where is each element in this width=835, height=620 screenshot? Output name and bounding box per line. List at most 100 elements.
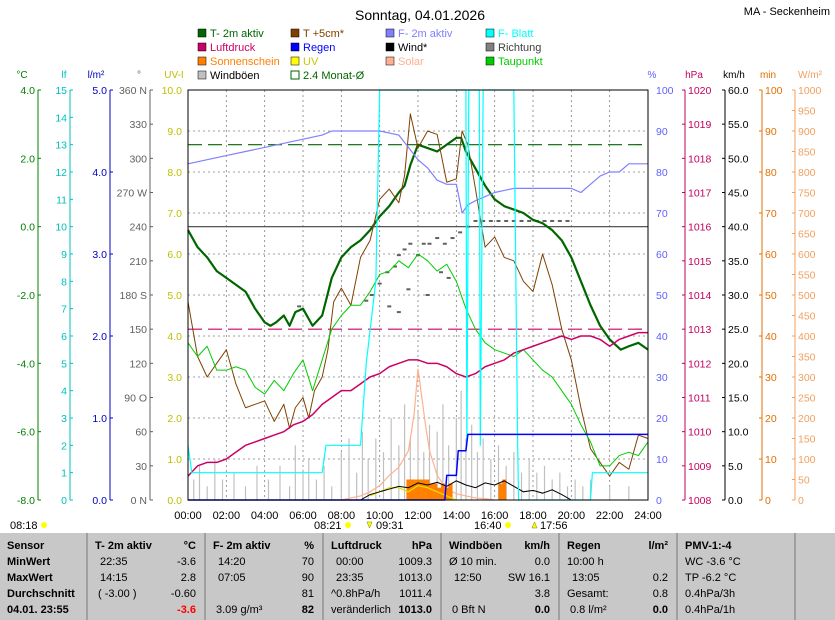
x-tick-label: 18:00 [519,510,547,522]
legend-swatch [290,28,300,38]
legend-swatch [385,56,395,66]
axis-tick-label-wind: 20.0 [728,358,749,370]
axes: °C4.02.00.0-2.0-4.0-6.0-8.0lf15141312111… [16,70,822,507]
axis-tick-label-rain: 1.0 [92,413,107,425]
summary-col-sensor: Sensor MinWert MaxWert Durchschnitt 04.0… [0,533,88,620]
axis-tick-label-wind: 40.0 [728,222,749,234]
x-tick-label: 02:00 [213,510,241,522]
axis-tick-label-solar: 750 [798,188,816,200]
axis-tick-label-solar: 400 [798,331,816,343]
axis-tick-label-press: 1012 [688,358,712,370]
sunset-arrow-icon [531,521,538,529]
sunrise-sun-icon [345,522,351,528]
direction-dot [393,265,397,268]
axis-tick-label-rain: 0.0 [92,495,107,507]
direction-dot [527,219,532,222]
summary-col-temp: T- 2m aktiv °C 22:35 -3.6 14:15 2.8 ( -3.00… [88,533,206,620]
temp-max-time: 14:15 [100,572,128,584]
legend-label: Luftdruck [210,42,256,54]
axis-tick-label-temp: 4.0 [20,85,35,97]
legend-label: T- 2m aktiv [210,28,264,40]
axis-tick-label-uv: 3.0 [167,372,182,384]
hum-header: F- 2m aktiv [213,540,271,552]
direction-dot [519,219,524,222]
x-tick-label: 10:00 [366,510,394,522]
axis-tick-label-temp: -8.0 [17,495,35,507]
sensor-minwert: MinWert [7,556,51,568]
axis-tick-label-leaf: 9 [61,249,67,261]
sunshine-bar [417,479,422,500]
legend-label: Regen [303,42,335,54]
legend-label: UV [303,56,319,68]
axis-tick-label-hum: 30 [656,372,668,384]
legend-swatch [197,56,207,66]
axis-tick-label-dir: 300 [129,153,147,165]
axis-tick-label-dir: 180 S [120,290,147,302]
axis-tick-label-solar: 700 [798,208,816,220]
axis-tick-label-press: 1014 [688,290,712,302]
axis-unit-sun: min [760,70,776,81]
direction-dot [504,219,509,222]
sunshine-bar [433,483,438,500]
axis-tick-label-sun: 50 [765,290,777,302]
axis-tick-label-temp: -6.0 [17,427,35,439]
axis-tick-label-dir: 240 [129,222,147,234]
legend-label: Taupunkt [498,56,543,68]
direction-dot [406,288,411,291]
axis-tick-label-uv: 2.0 [167,413,182,425]
rain-current-label: 0.8 l/m² [570,604,607,616]
rain-unit: l/m² [648,540,668,552]
direction-dot [488,219,493,222]
direction-dot [511,219,516,222]
summary-col-pmv: PMV-1:-4 WC -3.6 °C TP -6.2 °C 0.4hPa/3h… [678,533,796,620]
direction-dot [542,219,547,222]
x-tick-label: 14:00 [443,510,471,522]
axis-tick-label-hum: 40 [656,331,668,343]
axis-tick-label-solar: 650 [798,229,816,241]
axis-tick-label-leaf: 6 [61,331,67,343]
direction-dot [297,305,302,308]
legend-swatch [197,42,207,52]
temp-min-val: -3.6 [177,556,196,568]
axis-tick-label-leaf: 4 [61,386,67,398]
hum-max-time: 07:05 [218,572,246,584]
axis-tick-label-uv: 7.0 [167,208,182,220]
direction-dot [377,282,382,285]
legend-label: Wind* [398,42,428,54]
plot-frame [187,89,649,501]
legend-label: F- Blatt [498,28,533,40]
axis-tick-label-uv: 10.0 [162,85,183,97]
temp-min-time: 22:35 [100,556,128,568]
moon-left-time: 08:18 [10,520,38,532]
axis-tick-label-solar: 200 [798,413,816,425]
direction-dot [481,219,486,222]
axis-tick-label-wind: 55.0 [728,119,749,131]
axis-tick-label-leaf: 12 [55,167,67,179]
axis-tick-label-hum: 10 [656,454,668,466]
axis-tick-label-wind: 60.0 [728,85,749,97]
legend-swatch [485,56,495,66]
axis-tick-label-rain: 4.0 [92,167,107,179]
station-name: MA - Seckenheim [744,6,830,18]
series-line [187,331,648,477]
axis-tick-label-hum: 0 [656,495,662,507]
gust-r1-val: 0.0 [534,556,550,568]
direction-dot [370,294,374,296]
weather-chart: Sonntag, 04.01.2026 MA - Seckenheim T- 2… [10,6,830,532]
sun-other-time: 17:56 [540,520,568,532]
axis-tick-label-dir: 270 W [117,188,147,200]
axis-tick-label-solar: 100 [798,454,816,466]
sensor-durchschnitt: Durchschnitt [7,588,75,600]
rain-r2-val: 0.2 [652,572,668,584]
axis-unit-press: hPa [685,70,703,81]
axis-tick-label-press: 1010 [688,427,712,439]
axis-tick-label-press: 1013 [688,324,712,336]
direction-dot [425,294,430,296]
axis-tick-label-solar: 900 [798,126,816,138]
axis-tick-label-press: 1017 [688,188,712,200]
direction-dot [416,254,420,257]
gust-r1-label: Ø 10 min. [449,556,497,568]
uv-line [369,485,457,501]
rain-r2-label: 13:05 [572,572,600,584]
axis-unit-rain: l/m² [88,70,105,81]
